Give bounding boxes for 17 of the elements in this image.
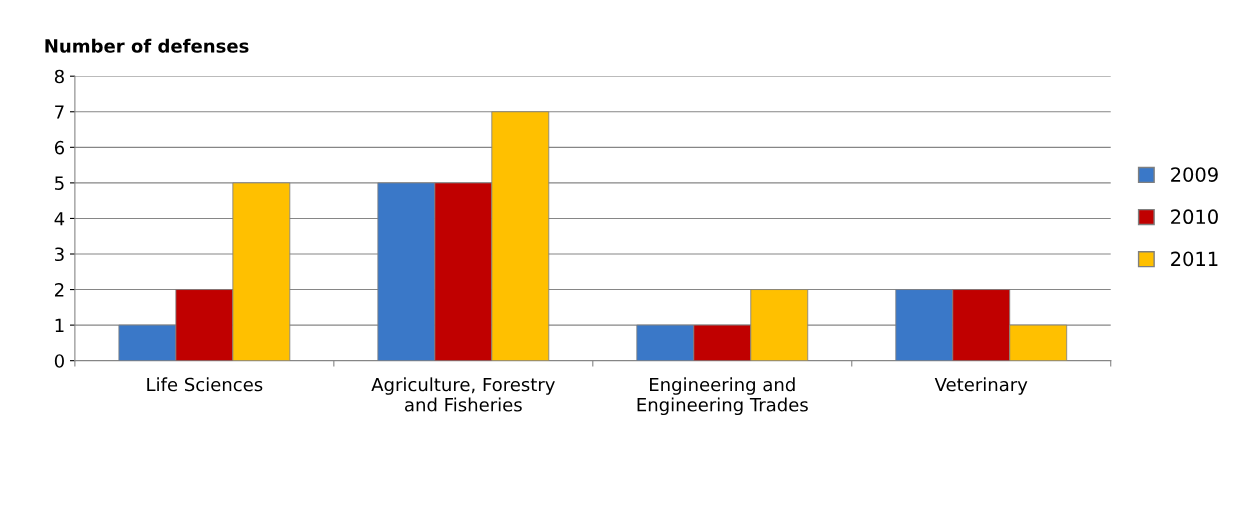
y-tick-label: 8: [54, 69, 64, 84]
y-tick-label: 3: [55, 247, 64, 262]
legend-label: 2009: [1171, 167, 1218, 182]
x-tick-label: Veterinary: [934, 377, 1028, 395]
y-tick-label: 0: [54, 354, 64, 368]
x-tick-label: Agriculture, Forestry and Fisheries: [371, 377, 555, 412]
legend-label: 2011: [1171, 251, 1218, 267]
y-tick-label: 2: [54, 283, 64, 297]
y-tick-label: 1: [55, 318, 64, 332]
x-tick-label: Engineering and Engineering Trades: [637, 377, 808, 416]
y-tick-label: 5: [55, 176, 64, 190]
y-tick-label: 6: [54, 140, 65, 155]
y-axis-title: Number of defenses: [45, 38, 249, 53]
y-tick-label: 7: [55, 105, 64, 119]
legend-label: 2010: [1171, 209, 1218, 225]
x-tick-label: Life Sciences: [147, 377, 263, 392]
y-tick-label: 4: [54, 212, 65, 226]
